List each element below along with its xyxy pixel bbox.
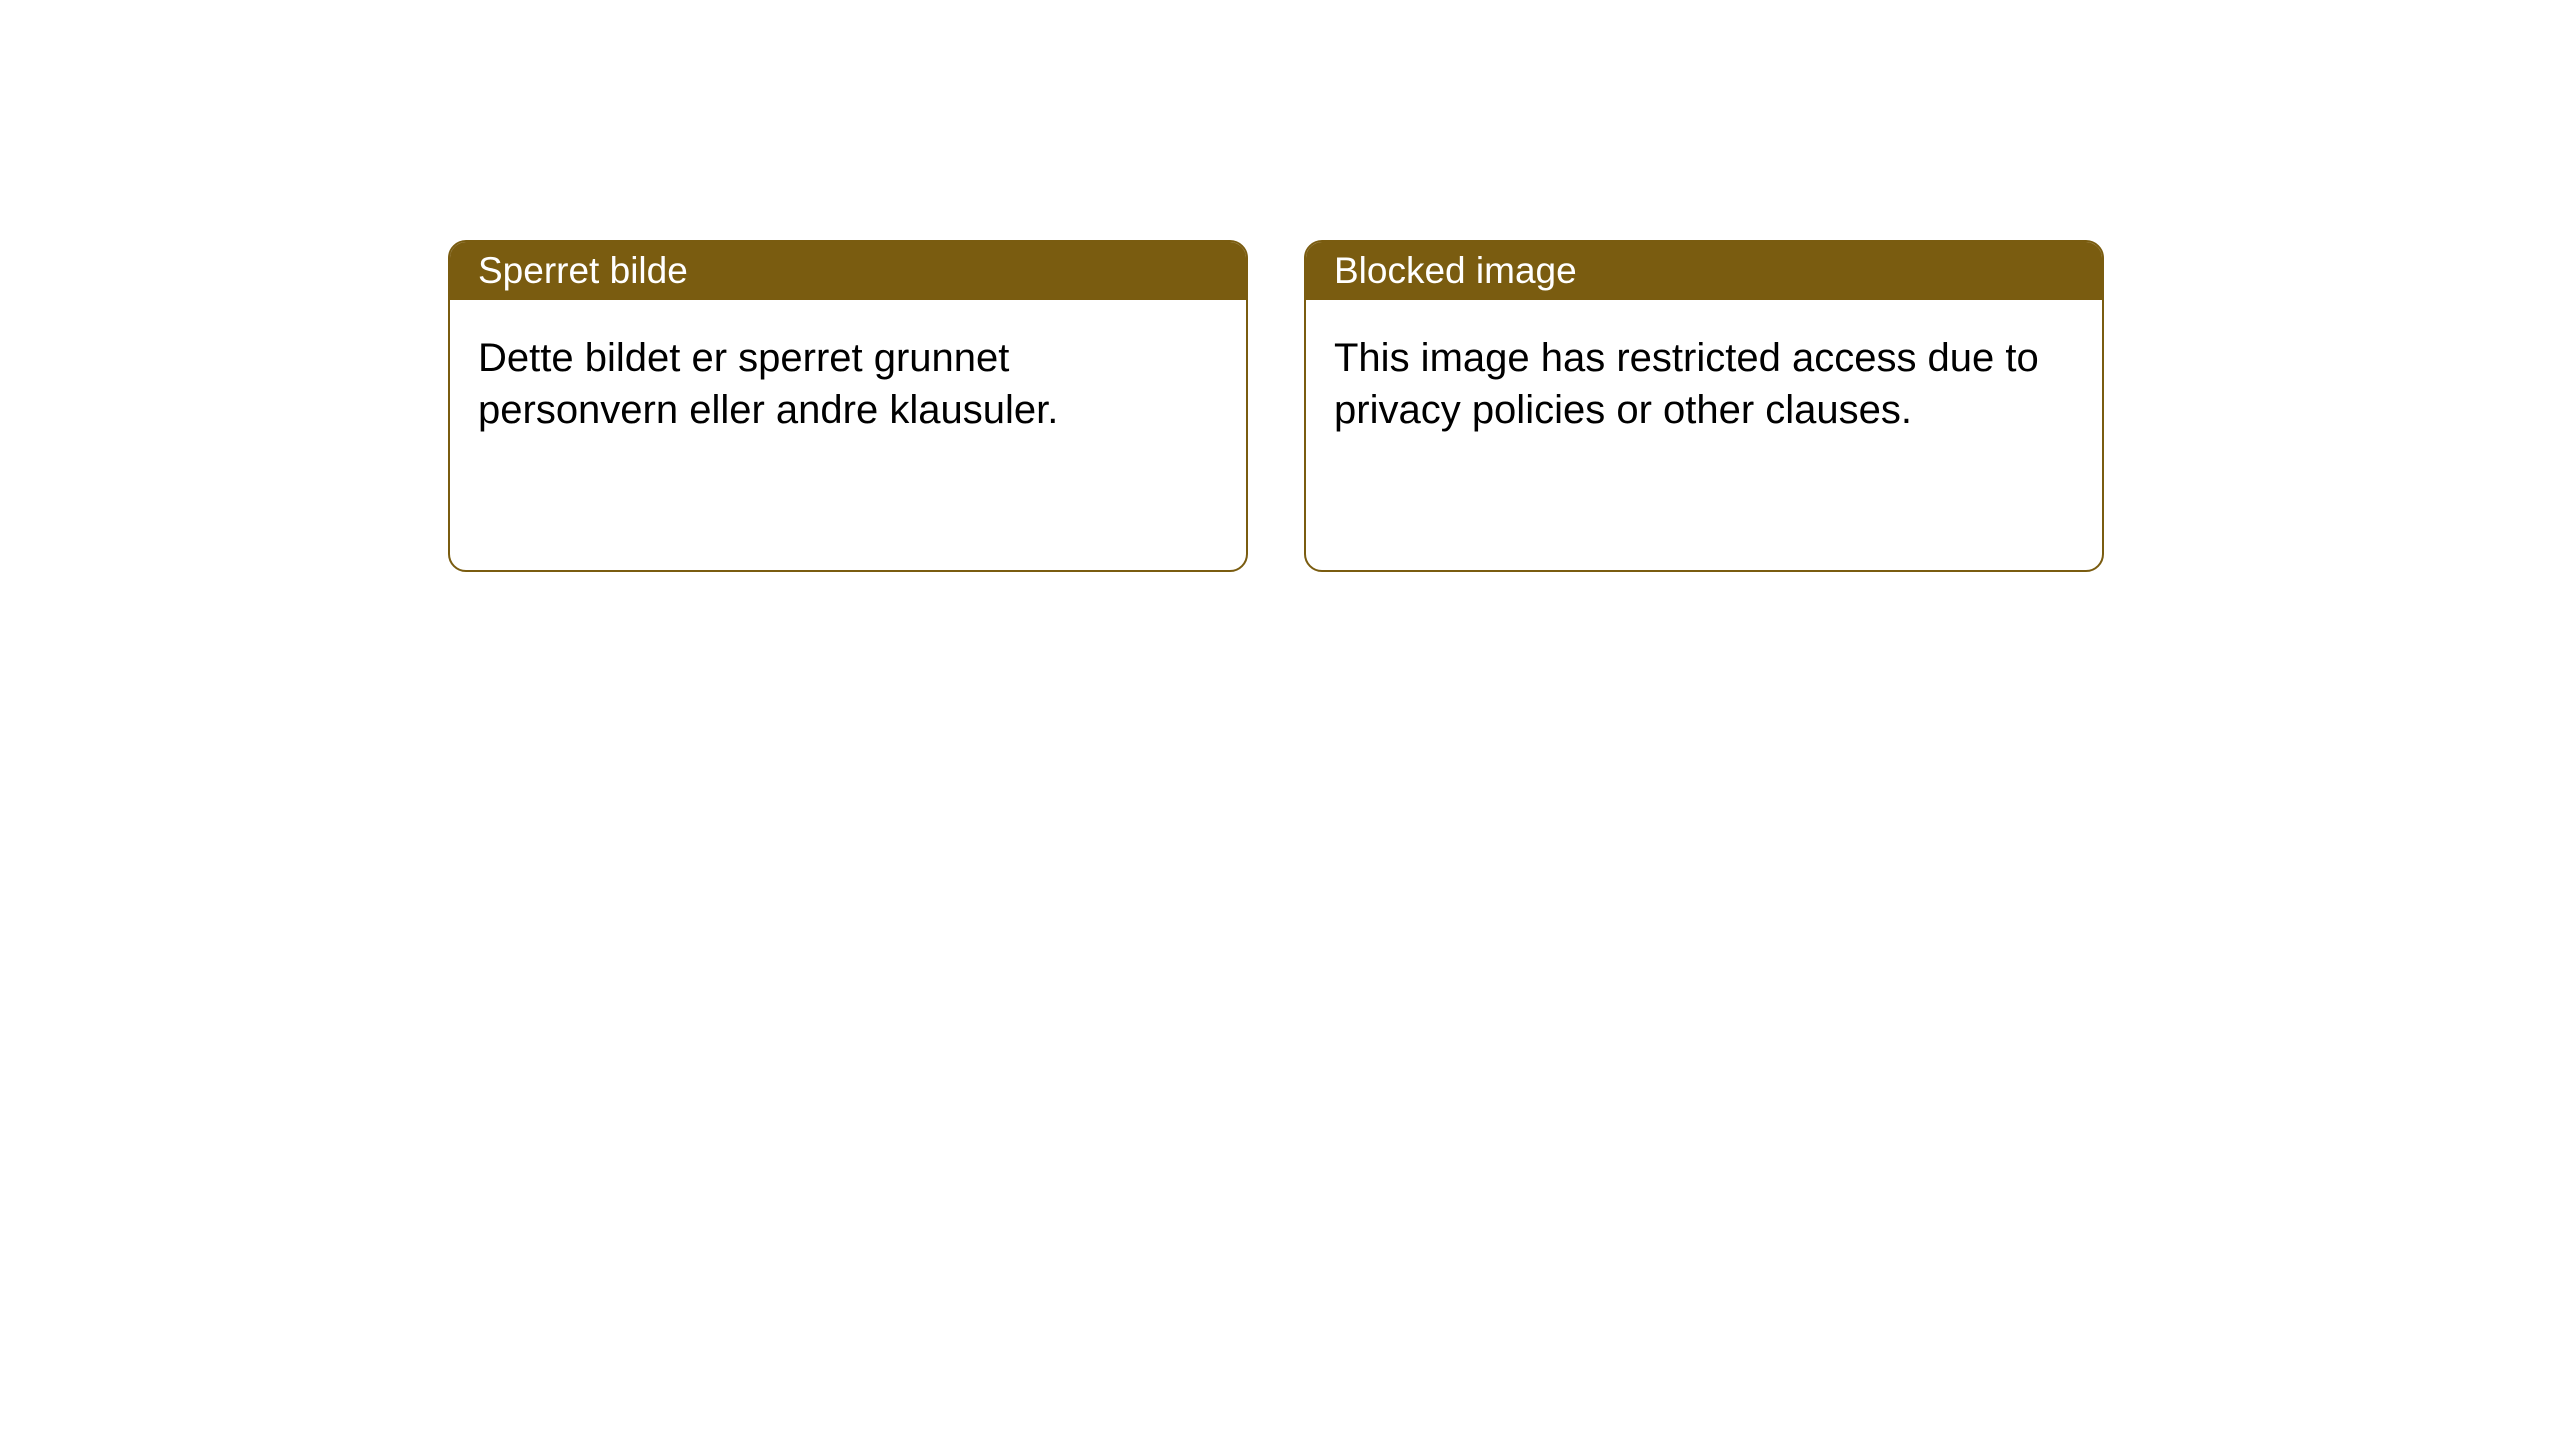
notice-header-english: Blocked image: [1306, 242, 2102, 300]
notice-text-english: This image has restricted access due to …: [1334, 336, 2039, 432]
notice-body-english: This image has restricted access due to …: [1306, 300, 2102, 570]
notice-header-norwegian: Sperret bilde: [450, 242, 1246, 300]
notice-title-norwegian: Sperret bilde: [478, 250, 688, 291]
notice-text-norwegian: Dette bildet er sperret grunnet personve…: [478, 336, 1058, 432]
notice-card-norwegian: Sperret bilde Dette bildet er sperret gr…: [448, 240, 1248, 572]
notice-container: Sperret bilde Dette bildet er sperret gr…: [448, 240, 2104, 572]
notice-body-norwegian: Dette bildet er sperret grunnet personve…: [450, 300, 1246, 570]
notice-card-english: Blocked image This image has restricted …: [1304, 240, 2104, 572]
notice-title-english: Blocked image: [1334, 250, 1577, 291]
